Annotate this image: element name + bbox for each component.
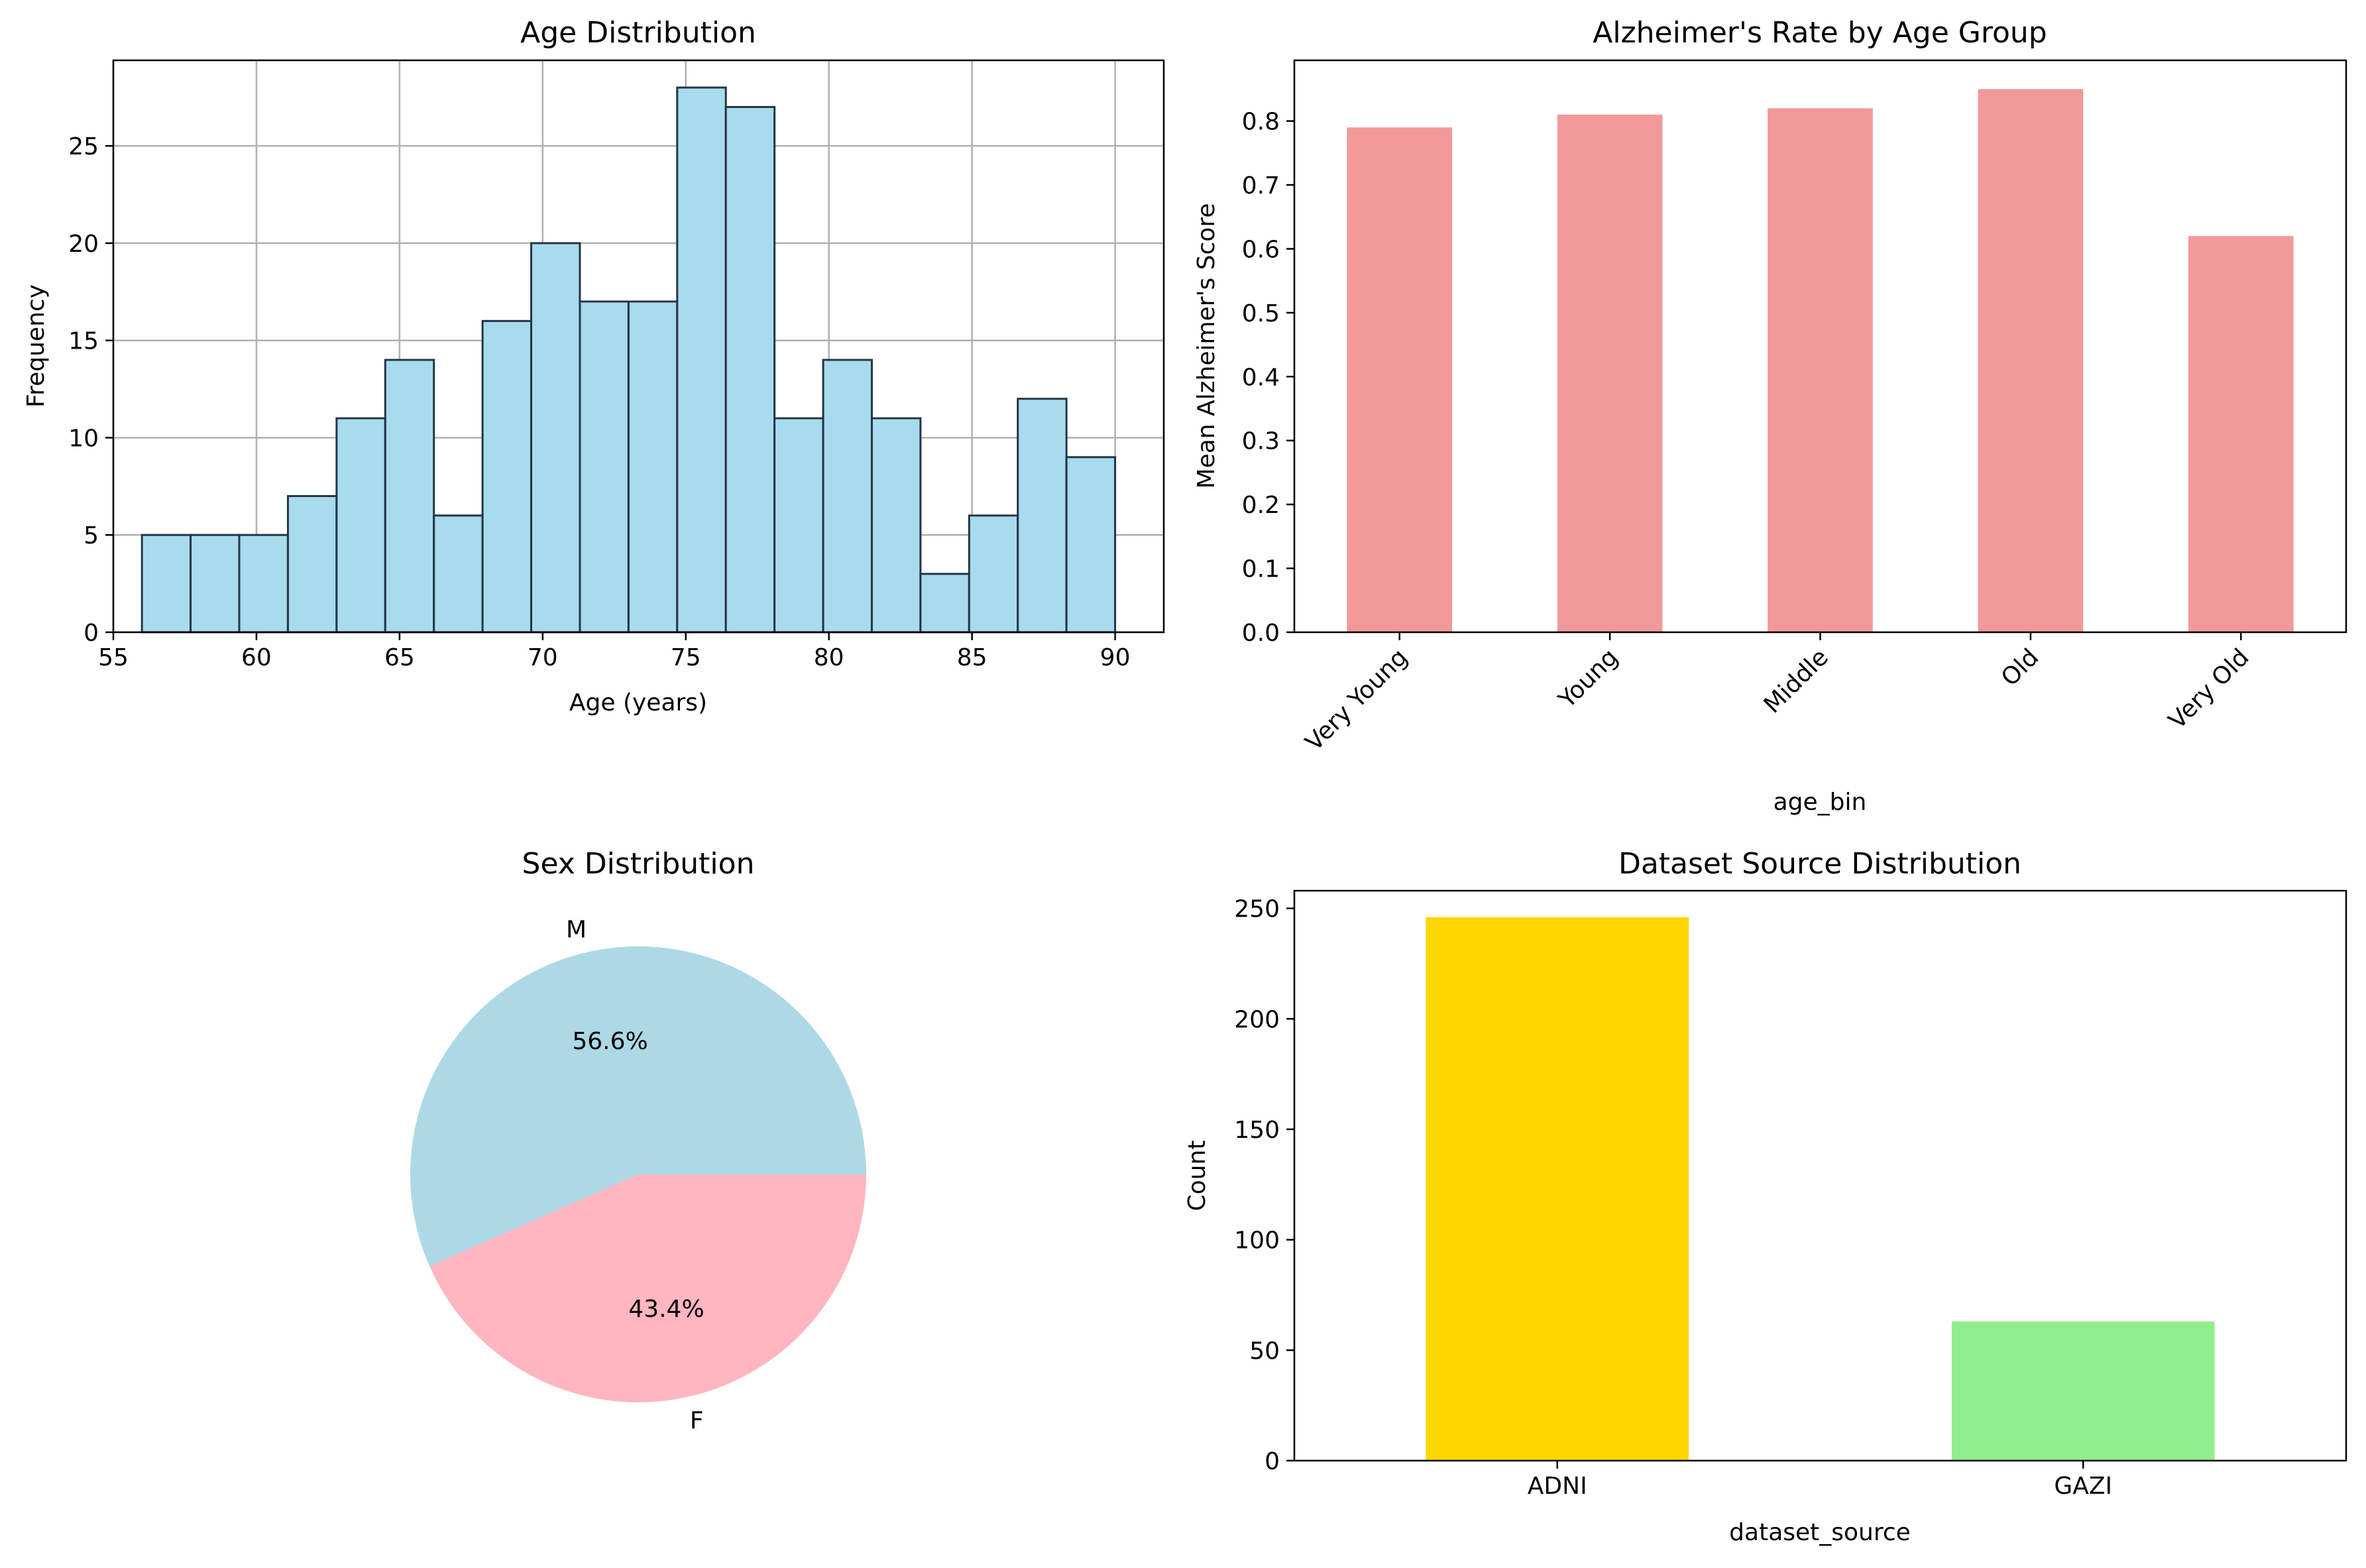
x-tick-label: 80 xyxy=(814,644,844,671)
age-histogram-y-ticks: 0 5 10 15 20 25 xyxy=(68,133,113,647)
x-tick-label: 75 xyxy=(671,644,701,671)
y-tick-label: 0.2 xyxy=(1242,492,1280,519)
pie-percent-label: 43.4% xyxy=(628,1296,704,1323)
age-histogram-title: Age Distribution xyxy=(520,16,756,50)
y-tick-label: 50 xyxy=(1249,1337,1280,1365)
x-tick-label: 65 xyxy=(384,644,415,671)
y-tick-label: 150 xyxy=(1234,1117,1280,1144)
age-histogram-plot-frame xyxy=(112,59,1165,634)
histogram-bar xyxy=(919,573,970,634)
histogram-bar xyxy=(968,514,1019,634)
y-tick-label: 0 xyxy=(1265,1448,1280,1475)
histogram-bar xyxy=(676,86,727,634)
y-tick-label: 250 xyxy=(1234,896,1280,923)
histogram-bar xyxy=(384,359,435,634)
y-tick-label: 0.4 xyxy=(1242,364,1280,391)
pie-slice-f xyxy=(429,1174,866,1403)
histogram-bar xyxy=(579,300,630,634)
alzheimers-rate-bars xyxy=(1347,89,2294,633)
y-tick-label: 0.7 xyxy=(1242,172,1280,199)
histogram-bar xyxy=(481,319,533,634)
bar-very-old xyxy=(2188,236,2294,632)
x-tick-label: 55 xyxy=(98,644,129,671)
alzheimers-rate-chart: Alzheimer's Rate by Age Group Very Young… xyxy=(1193,16,2347,816)
histogram-bar xyxy=(870,417,922,634)
bar-old xyxy=(1978,89,2084,633)
dataset-source-x-label: dataset_source xyxy=(1729,1519,1911,1546)
histogram-bar xyxy=(286,495,338,634)
alzheimers-rate-x-ticks: Very Young Young Middle Old Very Old xyxy=(1300,632,2255,756)
histogram-bar xyxy=(335,417,386,634)
alzheimers-rate-y-ticks: 0.0 0.1 0.2 0.3 0.4 0.5 0.6 0.7 0.8 xyxy=(1242,109,1294,647)
y-tick-label: 0.8 xyxy=(1242,109,1280,136)
pie-percent-label: 56.6% xyxy=(572,1028,648,1055)
dataset-source-chart: Dataset Source Distribution ADNI GAZI 0 50… xyxy=(1184,847,2347,1546)
age-histogram-bars xyxy=(141,86,1117,634)
sex-distribution-slices xyxy=(410,946,866,1403)
pie-slice-m xyxy=(410,946,866,1266)
y-tick-label: 0.5 xyxy=(1242,300,1280,327)
y-tick-label: 5 xyxy=(84,522,99,549)
bar-middle xyxy=(1768,108,1873,633)
dataset-source-title: Dataset Source Distribution xyxy=(1618,847,2021,881)
y-tick-label: 20 xyxy=(68,231,99,258)
y-tick-label: 0.0 xyxy=(1242,620,1280,647)
dataset-source-bars xyxy=(1426,917,2215,1461)
x-tick-label: 60 xyxy=(241,644,272,671)
x-tick-label: GAZI xyxy=(2054,1473,2112,1500)
bar-adni xyxy=(1426,917,1689,1461)
y-tick-label: 25 xyxy=(68,133,99,160)
x-tick-label: 70 xyxy=(528,644,558,671)
bar-young xyxy=(1557,114,1663,633)
alzheimers-rate-y-label: Mean Alzheimer's Score xyxy=(1193,203,1220,489)
histogram-bar xyxy=(627,300,679,634)
alzheimers-rate-title: Alzheimer's Rate by Age Group xyxy=(1593,16,2047,50)
histogram-bar xyxy=(530,242,581,634)
sex-distribution-chart: Sex Distribution M 56.6% F 43.4% xyxy=(410,847,866,1434)
age-histogram-y-label: Frequency xyxy=(23,284,50,408)
sex-distribution-title: Sex Distribution xyxy=(522,847,755,881)
y-tick-label: 0.6 xyxy=(1242,236,1280,263)
x-tick-label: Old xyxy=(1996,644,2044,691)
histogram-bar xyxy=(724,105,776,634)
y-tick-label: 100 xyxy=(1234,1227,1280,1255)
histogram-bar xyxy=(141,533,192,634)
y-tick-label: 15 xyxy=(68,328,99,355)
dataset-source-y-label: Count xyxy=(1184,1141,1211,1211)
dataset-source-y-ticks: 0 50 100 150 200 250 xyxy=(1234,896,1294,1475)
y-tick-label: 0.3 xyxy=(1242,428,1280,455)
dataset-source-x-ticks: ADNI GAZI xyxy=(1528,1461,2112,1500)
x-tick-label: Very Old xyxy=(2164,644,2255,734)
y-tick-label: 200 xyxy=(1234,1006,1280,1033)
age-histogram-chart: Age Distribution 55 60 65 70 75 80 85 90 0 5 10 15… xyxy=(23,16,1165,716)
sex-distribution-labels: M 56.6% F 43.4% xyxy=(566,917,704,1435)
alzheimers-rate-x-label: age_bin xyxy=(1774,789,1867,816)
histogram-bar xyxy=(190,533,241,634)
bar-very-young xyxy=(1347,127,1453,633)
x-tick-label: 90 xyxy=(1100,644,1131,671)
y-tick-label: 10 xyxy=(68,425,99,452)
x-tick-label: Young xyxy=(1553,644,1624,714)
dataset-source-plot-frame xyxy=(1293,889,2347,1462)
histogram-bar xyxy=(822,359,873,634)
x-tick-label: 85 xyxy=(957,644,987,671)
histogram-bar xyxy=(238,533,289,634)
x-tick-label: Middle xyxy=(1759,644,1834,718)
histogram-bar xyxy=(773,417,824,634)
bar-gazi xyxy=(1951,1321,2215,1461)
y-tick-label: 0.1 xyxy=(1242,556,1280,583)
age-histogram-x-label: Age (years) xyxy=(569,689,707,716)
histogram-bar xyxy=(433,514,484,634)
y-tick-label: 0 xyxy=(84,620,99,647)
histogram-bar xyxy=(1065,456,1117,634)
x-tick-label: ADNI xyxy=(1528,1473,1587,1500)
pie-label: F xyxy=(690,1407,704,1434)
age-histogram-x-ticks: 55 60 65 70 75 80 85 90 xyxy=(98,632,1130,671)
x-tick-label: Very Young xyxy=(1300,644,1413,756)
pie-label: M xyxy=(566,917,587,944)
histogram-bar xyxy=(1017,398,1068,634)
